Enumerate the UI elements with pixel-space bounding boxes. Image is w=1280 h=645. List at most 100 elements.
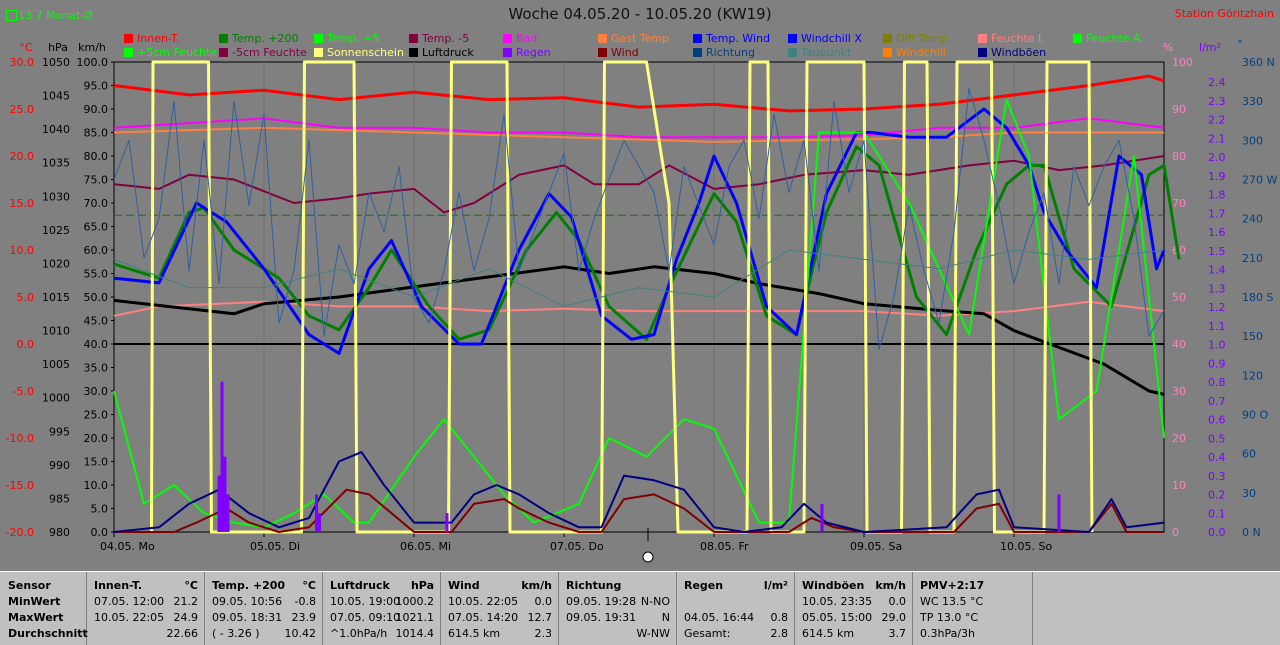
avg-label: 13.7 Monat-Ø — [18, 9, 93, 22]
rain-tick: 2.0 — [1208, 151, 1226, 164]
table-cell: 2.8 — [770, 627, 789, 640]
legend-swatch — [788, 34, 797, 43]
celsius-tick: -15.0 — [6, 479, 34, 492]
legend-item[interactable]: Taupunkt — [788, 46, 851, 59]
table-cell: Regen — [684, 579, 724, 592]
table-cell: 0.3hPa/3h — [920, 627, 976, 640]
unit-pct: % — [1163, 41, 1173, 54]
pct-tick: 20 — [1172, 432, 1186, 445]
direction-tick: 270 W — [1242, 174, 1277, 187]
pct-tick: 10 — [1172, 479, 1186, 492]
rain-tick: 0.3 — [1208, 470, 1226, 483]
table-cell: 22.66 — [166, 627, 199, 640]
table-cell: 0.0 — [534, 595, 553, 608]
table-cell: 10.05. 22:05 — [94, 611, 165, 624]
kmh-tick: 75.0 — [84, 174, 109, 187]
legend-swatch — [219, 34, 228, 43]
celsius-tick: 5.0 — [17, 291, 35, 304]
legend-item[interactable]: Richtung — [693, 46, 755, 59]
table-column: Temp. +200 °C 09.05. 10:56 -0.8 09.05. 18:31… — [204, 572, 323, 645]
legend-label: Temp. -5 — [422, 32, 470, 45]
table-row-labels: Sensor MinWert MaxWert Durchschnitt — [0, 572, 88, 645]
hpa-tick: 1045 — [42, 90, 70, 103]
legend-item[interactable]: +5cm Feuchte — [124, 46, 217, 59]
hpa-tick: 1020 — [42, 257, 70, 270]
direction-tick: 60 — [1242, 448, 1256, 461]
legend-item[interactable]: Windchill — [883, 46, 946, 59]
hpa-tick: 1005 — [42, 358, 70, 371]
legend-item[interactable]: Luftdruck — [409, 46, 474, 59]
unit-hpa: hPa — [48, 41, 68, 54]
direction-tick: 0 N — [1242, 526, 1261, 539]
day-label: 08.05. Fr — [700, 540, 749, 553]
table-cell: Temp. +200 — [212, 579, 286, 592]
rain-tick: 0.7 — [1208, 395, 1226, 408]
legend-item[interactable]: Wind — [598, 46, 639, 59]
legend-item[interactable]: Temp. -5 — [409, 32, 469, 45]
pct-tick: 80 — [1172, 150, 1186, 163]
rain-tick: 1.5 — [1208, 245, 1226, 258]
legend-item[interactable]: Innen-T. — [124, 32, 180, 45]
rain-tick: 1.9 — [1208, 170, 1226, 183]
row-label: MaxWert — [8, 611, 64, 624]
rain-tick: 0.4 — [1208, 451, 1226, 464]
hpa-tick: 1050 — [42, 56, 70, 69]
table-cell: 12.7 — [527, 611, 553, 624]
table-cell: 29.0 — [881, 611, 907, 624]
legend-item[interactable]: Regen — [503, 46, 551, 59]
day-label: 10.05. So — [1000, 540, 1052, 553]
legend-item[interactable]: Temp. Wind — [693, 32, 770, 45]
legend-item[interactable]: Bad — [503, 32, 537, 45]
row-label: Durchschnitt — [8, 627, 88, 640]
hpa-tick: 1025 — [42, 224, 70, 237]
kmh-tick: 50.0 — [84, 291, 109, 304]
legend-item[interactable]: -5cm Feuchte — [219, 46, 307, 59]
hpa-tick: 985 — [49, 492, 70, 505]
weather-chart: 30.0 25.0 20.0 15.0 10.0 5.0 0.0 -5.0 -10.0 -15.0… — [6, 38, 1277, 563]
legend-swatch — [124, 34, 133, 43]
unit-kmh: km/h — [78, 41, 106, 54]
table-cell: 23.9 — [291, 611, 317, 624]
table-cell: l/m² — [763, 579, 788, 592]
rain-tick: 1.6 — [1208, 226, 1226, 239]
legend-item[interactable]: Feuchte A. — [1073, 32, 1144, 45]
celsius-tick: 25.0 — [10, 103, 35, 116]
legend-swatch — [598, 48, 607, 57]
avg-checkbox[interactable] — [6, 10, 17, 21]
table-cell: 10.42 — [284, 627, 317, 640]
hpa-tick: 1000 — [42, 392, 70, 405]
rain-tick: 1.8 — [1208, 189, 1226, 202]
legend-item[interactable]: Temp. +5 — [314, 32, 380, 45]
table-cell: 24.9 — [173, 611, 199, 624]
legend-item[interactable]: Temp. +200 — [219, 32, 299, 45]
table-cell: TP 13.0 °C — [920, 611, 979, 624]
table-cell: 0.0 — [888, 595, 907, 608]
scroll-handle[interactable] — [642, 551, 654, 563]
legend-label: Richtung — [706, 46, 755, 59]
legend-item[interactable]: Windböen — [978, 46, 1046, 59]
rain-tick: 2.4 — [1208, 76, 1226, 89]
rain-tick: 0.6 — [1208, 414, 1226, 427]
pct-tick: 50 — [1172, 291, 1186, 304]
legend-item[interactable]: Gast Temp — [598, 32, 669, 45]
kmh-tick: 40.0 — [84, 338, 109, 351]
rain-tick: 2.2 — [1208, 114, 1226, 127]
kmh-tick: 10.0 — [84, 479, 109, 492]
pct-tick: 90 — [1172, 103, 1186, 116]
table-cell: 1000.2 — [395, 595, 435, 608]
legend-label: Feuchte A. — [1086, 32, 1144, 45]
hpa-tick: 1030 — [42, 190, 70, 203]
table-cell: ^1.0hPa/h — [330, 627, 388, 640]
legend-item[interactable]: Windchill X — [788, 32, 862, 45]
legend-item[interactable]: Diff Temp. — [883, 32, 951, 45]
legend-item[interactable]: Feuchte I. — [978, 32, 1045, 45]
series-windb-en — [113, 451, 1165, 533]
legend-item[interactable]: Sonnenschein — [314, 46, 404, 59]
table-cell: km/h — [875, 579, 906, 592]
table-cell: WC 13.5 °C — [920, 595, 984, 608]
table-cell: 614.5 km — [802, 627, 855, 640]
kmh-tick: 25.0 — [84, 409, 109, 422]
legend-swatch — [788, 48, 797, 57]
table-cell: 04.05. 16:44 — [684, 611, 755, 624]
legend-label: Temp. +5 — [327, 32, 380, 45]
